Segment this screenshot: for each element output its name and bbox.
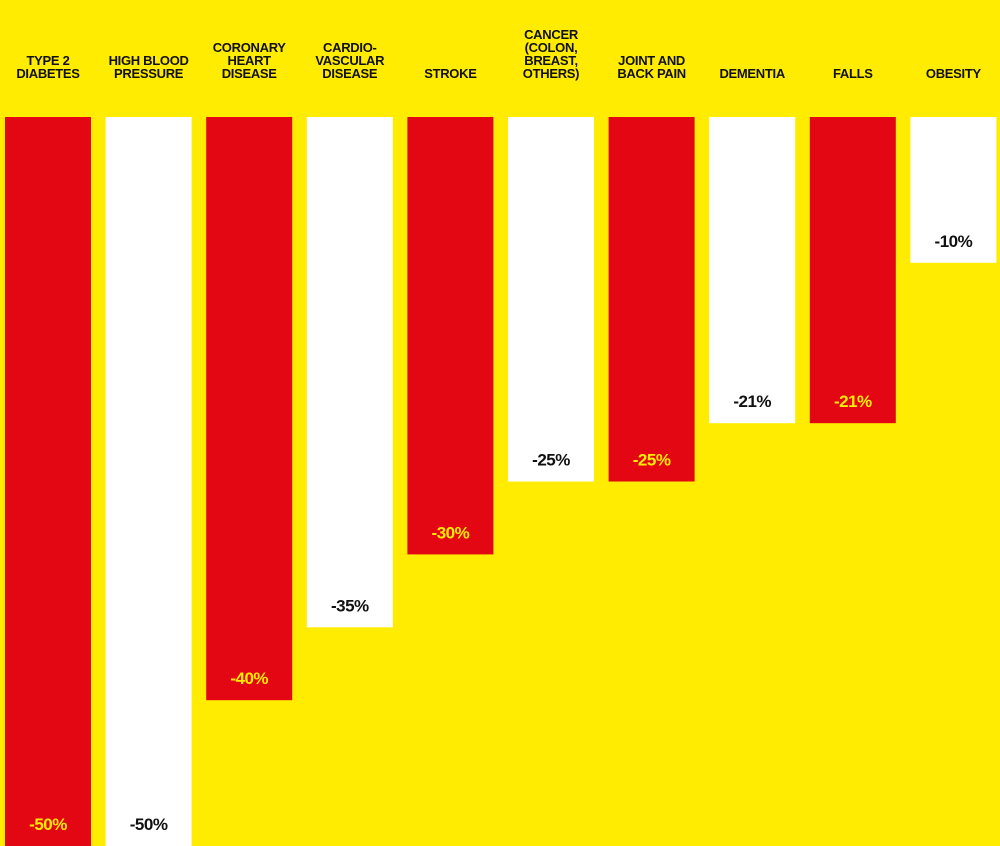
category-label-line: DIABETES [16, 66, 80, 81]
category-label-line: VASCULAR [315, 53, 385, 68]
bar-8 [809, 117, 896, 424]
category-label-line: TYPE 2 [27, 53, 70, 68]
value-label-8: -21% [834, 392, 872, 411]
category-label-line: HEART [228, 53, 272, 68]
category-label-line: OBESITY [926, 66, 982, 81]
category-label-line: CANCER [524, 27, 579, 42]
category-label-line: DEMENTIA [719, 66, 785, 81]
value-label-6: -25% [633, 451, 671, 470]
value-label-7: -21% [733, 392, 771, 411]
category-label-line: (COLON, [525, 40, 578, 55]
bar-4 [407, 117, 494, 555]
category-label-line: DISEASE [222, 66, 278, 81]
bar-9 [910, 117, 997, 263]
category-label-7: DEMENTIA [719, 66, 785, 81]
value-label-5: -25% [532, 451, 570, 470]
category-label-1: HIGH BLOOD PRESSURE [109, 53, 189, 81]
bar-5 [508, 117, 594, 482]
category-label-line: STROKE [424, 66, 477, 81]
bar-2 [206, 117, 293, 701]
category-label-line: PRESSURE [114, 66, 184, 81]
category-label-9: OBESITY [926, 66, 982, 81]
bar-6 [608, 117, 695, 482]
value-label-9: -10% [935, 232, 973, 251]
category-label-line: HIGH BLOOD [109, 53, 189, 68]
category-label-line: OTHERS) [523, 66, 579, 81]
category-label-line: CARDIO- [323, 40, 377, 55]
category-label-line: FALLS [833, 66, 873, 81]
category-label-line: CORONARY [213, 40, 287, 55]
category-label-line: JOINT AND [618, 53, 685, 68]
bar-0 [5, 117, 91, 846]
category-label-line: DISEASE [322, 66, 378, 81]
category-label-0: TYPE 2 DIABETES [16, 53, 80, 81]
value-label-4: -30% [432, 523, 470, 542]
value-label-1: -50% [130, 815, 168, 834]
value-label-0: -50% [29, 815, 67, 834]
value-label-3: -35% [331, 596, 369, 615]
category-label-2: CORONARY HEART DISEASE [213, 40, 287, 81]
category-label-4: STROKE [424, 66, 477, 81]
category-label-line: BREAST, [524, 53, 578, 68]
bar-1 [105, 117, 192, 846]
category-label-5: CANCER (COLON, BREAST, OTHERS) [523, 27, 579, 81]
bar-3 [306, 117, 393, 628]
category-label-3: CARDIO-VASCULAR DISEASE [315, 40, 385, 81]
bar-7 [709, 117, 796, 424]
category-label-6: JOINT AND BACK PAIN [617, 53, 686, 81]
category-label-8: FALLS [833, 66, 873, 81]
category-label-line: BACK PAIN [617, 66, 686, 81]
value-label-2: -40% [230, 669, 268, 688]
